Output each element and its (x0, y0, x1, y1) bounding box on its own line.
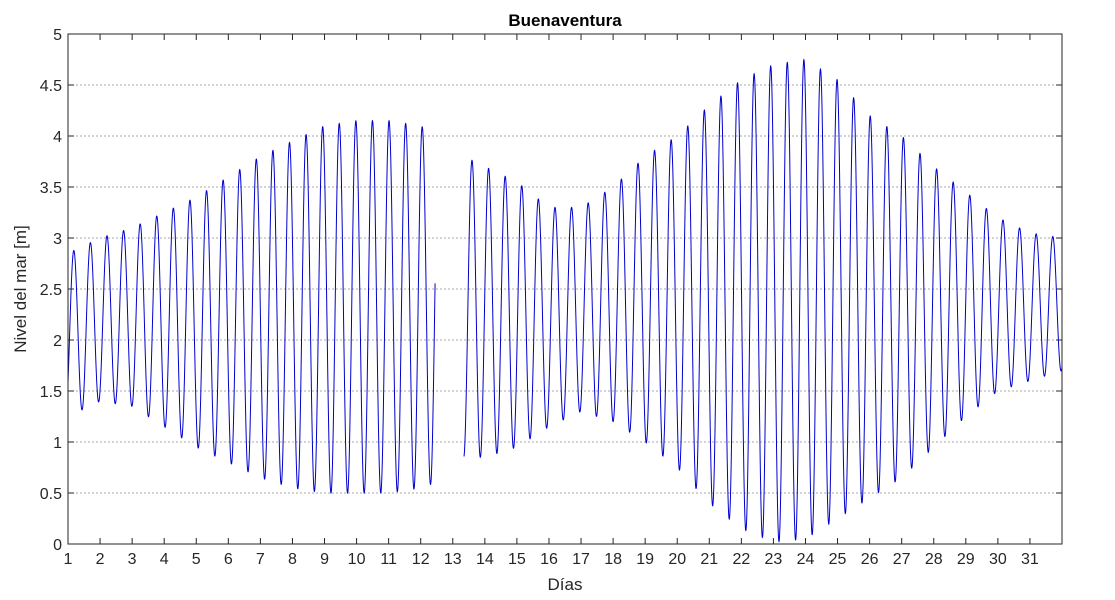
x-tick-label: 4 (160, 551, 169, 568)
x-tick-label: 9 (320, 551, 329, 568)
chart-title: Buenaventura (508, 11, 622, 30)
x-tick-label: 14 (476, 551, 494, 568)
y-tick-label: 0 (53, 537, 62, 554)
y-tick-label: 3 (53, 231, 62, 248)
x-tick-label: 16 (540, 551, 558, 568)
y-axis-label: Nivel del mar [m] (11, 225, 30, 353)
x-tick-label: 8 (288, 551, 297, 568)
y-tick-label: 2 (53, 333, 62, 350)
x-tick-label: 29 (957, 551, 975, 568)
y-tick-label: 0.5 (40, 486, 62, 503)
x-tick-label: 5 (192, 551, 201, 568)
x-tick-label: 21 (700, 551, 718, 568)
x-tick-label: 13 (444, 551, 462, 568)
x-axis-label: Días (548, 575, 583, 594)
x-tick-label: 22 (732, 551, 750, 568)
x-tick-label: 23 (765, 551, 783, 568)
sea-level-line (67, 119, 436, 494)
y-tick-label: 1.5 (40, 384, 62, 401)
x-tick-label: 18 (604, 551, 622, 568)
y-tick-label: 4 (53, 129, 62, 146)
x-tick-label: 30 (989, 551, 1007, 568)
x-tick-label: 20 (668, 551, 686, 568)
x-tick-label: 12 (412, 551, 430, 568)
x-tick-label: 31 (1021, 551, 1039, 568)
x-tick-label: 3 (128, 551, 137, 568)
y-axis-ticks: 0 0.5 1 1.5 2 2.5 3 3.5 4 4.5 5 (40, 27, 1062, 554)
x-tick-label: 10 (348, 551, 366, 568)
x-tick-label: 17 (572, 551, 590, 568)
x-tick-label: 27 (893, 551, 911, 568)
y-tick-label: 4.5 (40, 78, 62, 95)
plot-area (67, 58, 1063, 543)
x-tick-label: 26 (861, 551, 879, 568)
x-tick-label: 2 (96, 551, 105, 568)
y-tick-label: 2.5 (40, 282, 62, 299)
grid-lines (68, 84, 1062, 494)
x-tick-label: 15 (508, 551, 526, 568)
y-tick-label: 3.5 (40, 180, 62, 197)
x-tick-label: 19 (636, 551, 654, 568)
y-tick-label: 1 (53, 435, 62, 452)
x-axis-ticks: 1 2 3 4 5 6 7 8 9 10 11 12 13 14 15 16 17 18 19 20 21 22 23 24 2… (64, 34, 1039, 568)
x-tick-label: 7 (256, 551, 265, 568)
x-tick-label: 24 (797, 551, 815, 568)
x-tick-label: 1 (64, 551, 73, 568)
y-tick-label: 5 (53, 27, 62, 44)
x-tick-label: 28 (925, 551, 943, 568)
sea-level-line (463, 58, 1063, 543)
x-tick-label: 25 (829, 551, 847, 568)
x-tick-label: 11 (380, 551, 397, 568)
x-tick-label: 6 (224, 551, 233, 568)
